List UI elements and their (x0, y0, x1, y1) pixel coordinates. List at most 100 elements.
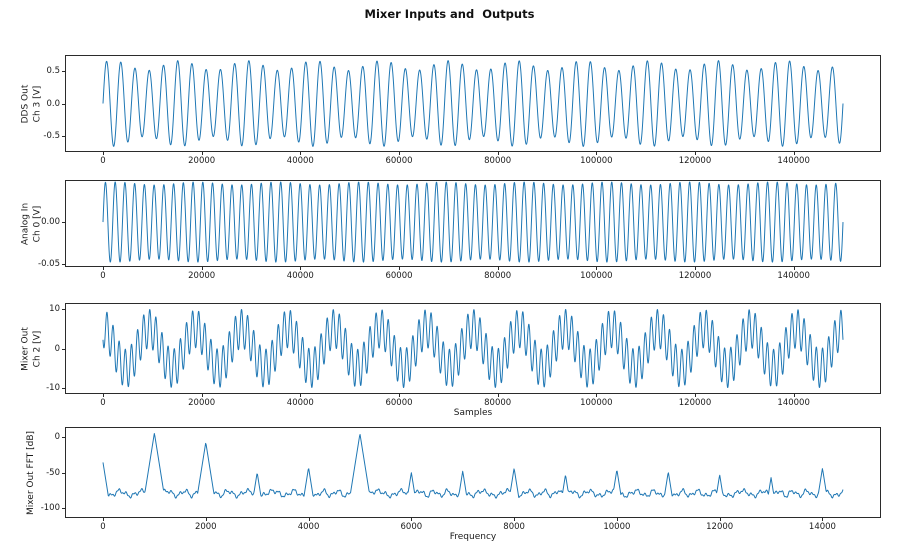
x-tick-label: 14000 (808, 522, 836, 532)
x-tick-label: 6000 (400, 522, 423, 532)
y-tick-label: -10 (46, 382, 60, 393)
subplot-mixer-out-fft: Mixer Out FFT [dB] 0 2000 4000 6000 8000 10000… (26, 427, 881, 542)
x-tick (411, 517, 413, 521)
y-tick (62, 472, 66, 474)
x-tick (300, 393, 302, 397)
x-tick (793, 151, 795, 155)
mixer-out-ch2-xlabel: Samples (453, 408, 493, 418)
x-tick-label: 80000 (484, 271, 512, 281)
x-tick-label: 0 (100, 156, 106, 166)
subplot-analog-in-ch0: Analog In Ch 0 [V] 0 20000 40000 60000 80000 1… (20, 180, 881, 281)
x-tick-label: 100000 (580, 398, 613, 408)
mixer-out-fft-trace (66, 428, 880, 517)
x-tick-label: 80000 (484, 398, 512, 408)
x-tick-label: 120000 (678, 271, 712, 281)
y-tick-label: 0.5 (46, 65, 60, 76)
x-tick-label: 140000 (777, 156, 810, 166)
x-tick (103, 266, 104, 270)
x-tick-label: 100000 (580, 156, 613, 166)
x-tick (695, 393, 696, 397)
y-tick (62, 436, 66, 438)
x-tick-label: 60000 (385, 271, 413, 281)
x-tick-label: 20000 (188, 398, 216, 408)
x-tick-label: 40000 (286, 398, 314, 408)
x-tick-label: 120000 (678, 398, 712, 408)
x-tick (201, 393, 203, 397)
x-tick (822, 517, 824, 521)
x-tick (308, 517, 310, 521)
x-tick (616, 517, 618, 521)
x-tick-label: 40000 (286, 271, 314, 281)
y-tick-label: 10 (49, 304, 60, 315)
x-tick (399, 266, 400, 270)
y-tick (62, 387, 66, 389)
mixer-out-ch2-trace (66, 304, 880, 393)
x-tick-label: 20000 (188, 271, 216, 281)
y-tick-label: 0 (54, 431, 60, 442)
analog-in-ch0-trace (66, 181, 880, 266)
y-tick (62, 348, 66, 350)
y-tick-label: 0.00 (41, 217, 60, 228)
x-tick (399, 151, 400, 155)
x-tick (103, 393, 104, 397)
y-tick (62, 136, 66, 138)
dds-out-ch3-ylabel: DDS Out Ch 3 [V] (20, 84, 42, 123)
y-tick-label: 0.0 (46, 98, 60, 109)
x-tick-label: 120000 (678, 156, 712, 166)
x-tick (300, 151, 302, 155)
y-tick-label: -0.5 (43, 131, 60, 142)
figure-title: Mixer Inputs and Outputs (364, 7, 535, 21)
x-tick-label: 2000 (194, 522, 217, 532)
x-tick-label: 8000 (503, 522, 525, 532)
x-tick (596, 266, 598, 270)
x-tick (514, 517, 516, 521)
y-tick (62, 508, 66, 510)
x-tick (596, 393, 598, 397)
y-tick (62, 263, 66, 265)
y-tick (62, 70, 66, 72)
x-tick-label: 140000 (777, 271, 810, 281)
x-tick-label: 12000 (706, 522, 734, 532)
x-tick (695, 266, 696, 270)
y-tick (62, 309, 66, 311)
x-tick-label: 100000 (580, 271, 613, 281)
x-tick-label: 80000 (484, 156, 512, 166)
x-tick (497, 151, 499, 155)
x-tick (497, 393, 499, 397)
x-tick-label: 0 (100, 271, 106, 281)
y-tick-label: -50 (46, 467, 60, 478)
subplot-dds-out-ch3: DDS Out Ch 3 [V] 0 20000 40000 60000 80000 100… (20, 55, 881, 166)
x-tick (201, 266, 203, 270)
y-tick-label: 0 (54, 343, 60, 354)
x-tick-label: 60000 (385, 398, 413, 408)
x-tick-label: 140000 (777, 398, 810, 408)
y-tick (62, 222, 66, 224)
x-tick (596, 151, 598, 155)
x-tick (793, 393, 795, 397)
x-tick-label: 4000 (297, 522, 320, 532)
y-tick (62, 103, 66, 105)
x-tick (399, 393, 400, 397)
x-tick (793, 266, 795, 270)
mixer-out-fft-ylabel: Mixer Out FFT [dB] (26, 430, 37, 515)
x-tick (103, 517, 104, 521)
x-tick (300, 266, 302, 270)
x-tick (201, 151, 203, 155)
mixer-out-fft-xlabel: Frequency (449, 532, 497, 542)
x-tick (497, 266, 499, 270)
x-tick-label: 10000 (603, 522, 631, 532)
dds-out-ch3-trace (66, 56, 880, 151)
x-tick (103, 151, 104, 155)
x-tick-label: 0 (100, 522, 106, 532)
x-tick (695, 151, 696, 155)
x-tick (205, 517, 207, 521)
x-tick-label: 40000 (286, 156, 314, 166)
y-tick-label: -0.05 (38, 258, 60, 269)
x-tick (719, 517, 721, 521)
x-tick-label: 60000 (385, 156, 413, 166)
subplot-mixer-out-ch2: Mixer Out Ch 2 [V] 0 20000 40000 60000 80000 1… (20, 303, 881, 418)
x-tick-label: 0 (100, 398, 106, 408)
mixer-out-ch2-ylabel: Mixer Out Ch 2 [V] (20, 326, 42, 371)
y-tick-label: -100 (40, 503, 60, 514)
